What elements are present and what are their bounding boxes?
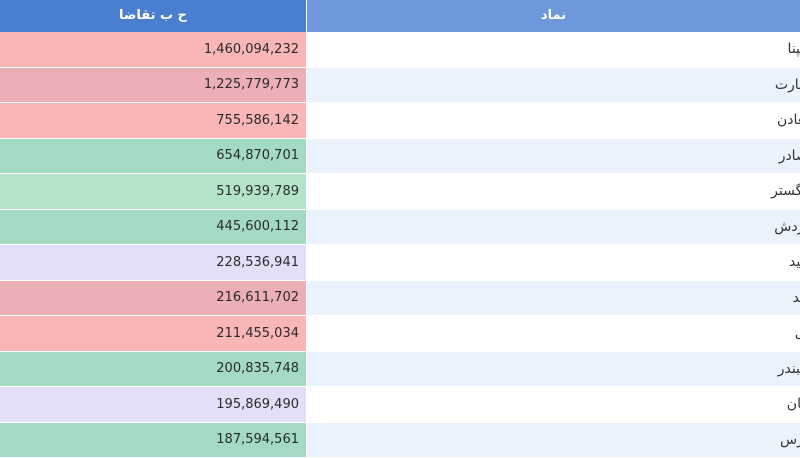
demand-value-cell: 195,869,490: [0, 387, 306, 422]
demand-value-cell: 1,460,094,232: [0, 32, 306, 67]
table-row[interactable]: 445,600,112 گردش: [0, 209, 800, 245]
symbol-label: خگستر: [771, 183, 800, 200]
table-row[interactable]: 216,611,702 آیند: [0, 280, 800, 316]
symbol-label: آیند: [792, 289, 800, 306]
symbol-cell[interactable]: معادن: [306, 103, 800, 138]
column-header-value[interactable]: ح ب تقاضا: [0, 0, 306, 32]
symbol-cell[interactable]: شبندر: [306, 351, 800, 386]
symbol-label: شپنا: [787, 41, 800, 58]
table-row[interactable]: 187,594,561 پارس: [0, 422, 800, 458]
demand-value-cell: 1,225,779,773: [0, 67, 306, 102]
symbol-cell[interactable]: آیند: [306, 280, 800, 315]
table-header: ح ب تقاضا نماد: [0, 0, 800, 32]
symbol-label: گل: [795, 325, 800, 341]
demand-value-cell: 216,611,702: [0, 280, 306, 315]
table-row[interactable]: 755,586,142 معادن: [0, 103, 800, 139]
table-row[interactable]: 228,536,941 امید: [0, 245, 800, 281]
table-body: 1,460,094,232 شپنا 1,225,779,773 تجارت 755,5…: [0, 32, 800, 458]
symbol-label: بصادر: [778, 147, 800, 164]
demand-value-cell: 445,600,112: [0, 209, 306, 244]
symbol-cell[interactable]: خگستر: [306, 174, 800, 209]
table-row[interactable]: 195,869,490 ریان: [0, 387, 800, 423]
symbol-cell[interactable]: تجارت: [306, 67, 800, 102]
demand-value-cell: 211,455,034: [0, 316, 306, 351]
symbol-label: امید: [789, 254, 800, 271]
symbol-cell[interactable]: پارس: [306, 422, 800, 457]
table-row[interactable]: 519,939,789 خگستر: [0, 174, 800, 210]
column-header-symbol[interactable]: نماد: [306, 0, 800, 32]
symbol-label: شبندر: [777, 360, 800, 377]
symbol-label: تجارت: [774, 76, 800, 93]
demand-value-cell: 228,536,941: [0, 245, 306, 280]
demand-value-cell: 654,870,701: [0, 138, 306, 173]
demand-value-cell: 519,939,789: [0, 174, 306, 209]
symbol-cell[interactable]: گردش: [306, 209, 800, 244]
symbol-cell[interactable]: گل: [306, 316, 800, 351]
demand-value-cell: 187,594,561: [0, 422, 306, 457]
demand-value-cell: 200,835,748: [0, 351, 306, 386]
table-row[interactable]: 211,455,034 گل: [0, 316, 800, 352]
table-row[interactable]: 200,835,748 شبندر: [0, 351, 800, 387]
symbol-cell[interactable]: شپنا: [306, 32, 800, 67]
demand-value-cell: 755,586,142: [0, 103, 306, 138]
symbol-cell[interactable]: ریان: [306, 387, 800, 422]
symbol-label: پارس: [779, 431, 800, 448]
table-row[interactable]: 1,225,779,773 تجارت: [0, 67, 800, 103]
table-row[interactable]: 654,870,701 بصادر: [0, 138, 800, 174]
symbol-label: گردش: [774, 218, 800, 235]
symbol-label: معادن: [776, 112, 800, 129]
symbol-cell[interactable]: بصادر: [306, 138, 800, 173]
table-row[interactable]: 1,460,094,232 شپنا: [0, 32, 800, 68]
symbol-label: ریان: [786, 396, 800, 413]
symbol-cell[interactable]: امید: [306, 245, 800, 280]
